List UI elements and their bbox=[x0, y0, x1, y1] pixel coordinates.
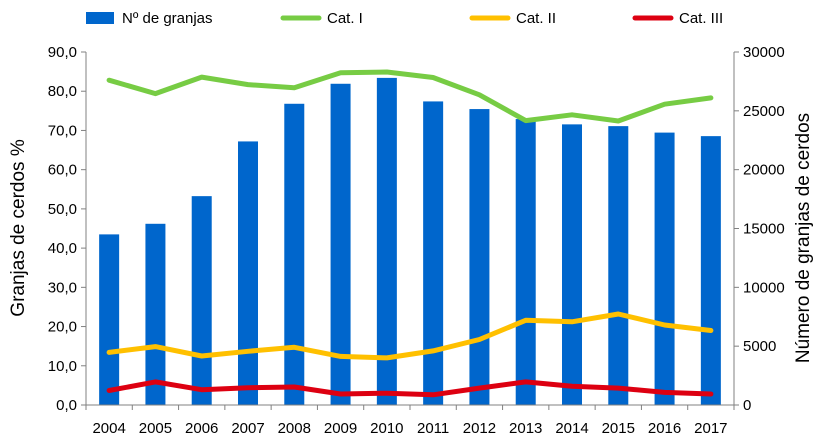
bar-2010 bbox=[376, 77, 397, 406]
y-left-tick-label: 90,0 bbox=[48, 44, 77, 61]
y-left-axis-label: Granjas de cerdos % bbox=[8, 139, 29, 317]
x-tick-label: 2015 bbox=[602, 420, 635, 437]
bar-2009 bbox=[330, 83, 351, 406]
x-tick-label: 2016 bbox=[648, 420, 681, 437]
legend-cat-iii-label: Cat. III bbox=[679, 10, 723, 27]
bar-2013 bbox=[515, 119, 536, 405]
x-tick-label: 2010 bbox=[370, 420, 403, 437]
bar-2014 bbox=[562, 124, 582, 406]
y-right-tick-label: 30000 bbox=[743, 44, 785, 61]
line-cat-iii bbox=[106, 379, 714, 398]
y-left-tick-label: 40,0 bbox=[48, 240, 77, 257]
bar-series bbox=[99, 77, 721, 406]
y-right-tick-label: 5000 bbox=[743, 338, 776, 355]
legend-n-de-granjas-swatch bbox=[86, 12, 114, 24]
bar-2007 bbox=[238, 141, 258, 405]
y-right-tick-label: 25000 bbox=[743, 103, 785, 120]
line-cat-ii bbox=[106, 311, 714, 361]
y-right-axis-label: Número de granjas de cerdos bbox=[793, 113, 814, 363]
y-right-tick-label: 20000 bbox=[743, 162, 785, 179]
x-tick-label: 2012 bbox=[463, 420, 496, 437]
y-left-tick-label: 20,0 bbox=[48, 319, 77, 336]
bar-2008 bbox=[284, 103, 305, 406]
bar-2012 bbox=[469, 109, 490, 406]
y-left-tick-label: 50,0 bbox=[48, 201, 77, 218]
x-tick-label: 2007 bbox=[231, 420, 264, 437]
y-left-tick-label: 10,0 bbox=[48, 358, 77, 375]
bar-2011 bbox=[423, 101, 444, 406]
y-left-tick-label: 70,0 bbox=[48, 122, 77, 139]
y-right-tick-label: 0 bbox=[743, 397, 751, 414]
bar-2017 bbox=[700, 136, 721, 406]
y-left-tick-label: 80,0 bbox=[48, 83, 77, 100]
x-tick-label: 2004 bbox=[92, 420, 125, 437]
bar-2006 bbox=[191, 196, 212, 405]
bar-2005 bbox=[145, 223, 166, 405]
y-left-tick-label: 30,0 bbox=[48, 279, 77, 296]
line-series bbox=[106, 69, 714, 398]
legend: Nº de granjas Cat. I Cat. II Cat. III bbox=[86, 10, 723, 27]
y-right-tick-label: 10000 bbox=[743, 279, 785, 296]
x-tick-label: 2011 bbox=[417, 420, 449, 437]
bar-2016 bbox=[654, 132, 675, 405]
x-tick-label: 2009 bbox=[324, 420, 357, 437]
axes: 0,0 10,0 20,0 30,0 40,0 50,0 60,0 70,0 80,0 90,0 0… bbox=[48, 44, 785, 437]
line-cat-i bbox=[106, 69, 714, 124]
x-tick-label: 2008 bbox=[278, 420, 311, 437]
x-tick-label: 2013 bbox=[509, 420, 542, 437]
legend-cat-ii-label: Cat. II bbox=[516, 10, 556, 27]
legend-n-de-granjas-label: Nº de granjas bbox=[122, 10, 213, 27]
bar-2015 bbox=[608, 126, 629, 405]
y-left-tick-label: 60,0 bbox=[48, 162, 77, 179]
x-tick-label: 2005 bbox=[139, 420, 172, 437]
legend-cat-i-label: Cat. I bbox=[327, 10, 363, 27]
x-tick-label: 2014 bbox=[555, 420, 588, 437]
x-tick-label: 2017 bbox=[694, 420, 727, 437]
y-left-tick-label: 0,0 bbox=[56, 397, 77, 414]
x-tick-label: 2006 bbox=[185, 420, 218, 437]
bar-2004 bbox=[99, 234, 120, 405]
y-right-tick-label: 15000 bbox=[743, 221, 785, 238]
